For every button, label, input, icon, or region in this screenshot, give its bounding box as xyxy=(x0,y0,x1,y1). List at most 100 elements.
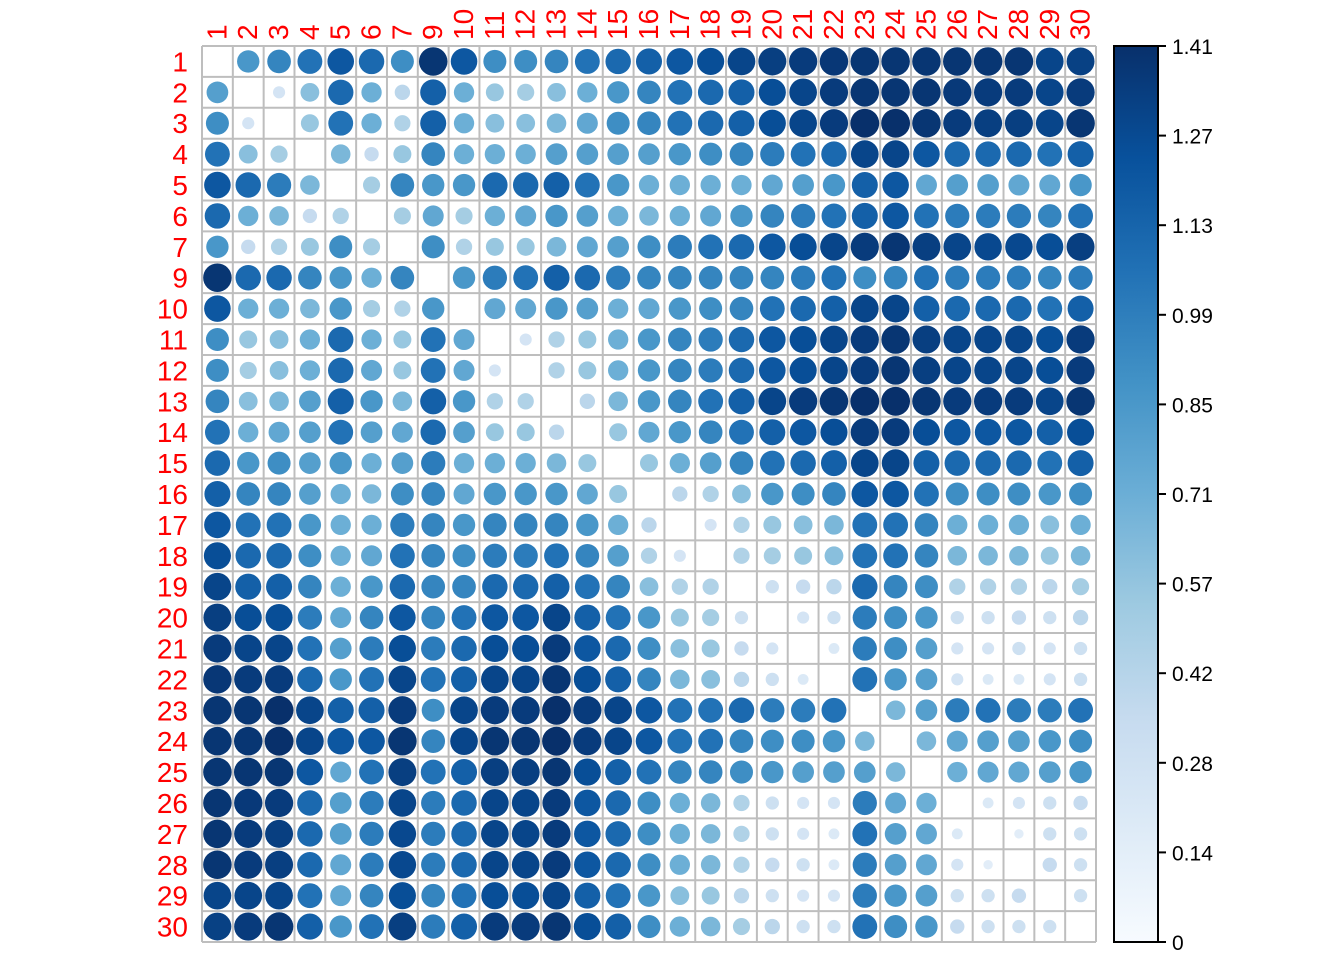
cell-circle-4-9 xyxy=(421,142,446,166)
cell-circle-14-21 xyxy=(789,418,817,446)
cell-circle-28-7 xyxy=(388,851,417,879)
cell-circle-1-30 xyxy=(1066,47,1095,76)
cell-circle-16-30 xyxy=(1069,482,1093,506)
cell-circle-11-29 xyxy=(1036,325,1064,354)
cell-circle-12-24 xyxy=(881,356,910,385)
cell-circle-19-1 xyxy=(203,572,232,601)
cell-circle-20-10 xyxy=(451,605,477,631)
cell-circle-9-5 xyxy=(329,266,352,289)
cell-circle-30-4 xyxy=(296,913,323,940)
cell-circle-26-29 xyxy=(1043,796,1057,810)
cell-circle-14-4 xyxy=(299,421,321,444)
colorbar-tick-label: 0.42 xyxy=(1172,663,1213,686)
cell-circle-2-23 xyxy=(850,78,880,107)
column-label: 12 xyxy=(510,9,541,40)
cell-circle-20-12 xyxy=(512,604,539,631)
cell-circle-23-7 xyxy=(388,696,417,725)
cell-circle-2-7 xyxy=(394,84,411,101)
cell-circle-13-1 xyxy=(205,389,230,414)
cell-circle-20-24 xyxy=(884,606,908,630)
cell-circle-7-12 xyxy=(516,237,535,256)
cell-circle-10-27 xyxy=(975,295,1001,322)
cell-circle-11-10 xyxy=(453,329,475,351)
cell-circle-24-7 xyxy=(388,726,417,756)
cell-circle-5-25 xyxy=(915,174,937,196)
cell-circle-28-11 xyxy=(481,850,509,879)
cell-circle-10-30 xyxy=(1067,295,1094,322)
cell-circle-6-23 xyxy=(851,202,878,229)
cell-circle-12-21 xyxy=(789,356,817,384)
cell-circle-25-5 xyxy=(330,761,352,783)
cell-circle-15-5 xyxy=(329,451,352,475)
cell-circle-11-16 xyxy=(637,328,661,351)
cell-circle-4-30 xyxy=(1067,141,1094,168)
cell-circle-28-22 xyxy=(828,859,840,871)
cell-circle-23-27 xyxy=(975,697,1001,723)
cell-circle-29-10 xyxy=(451,883,477,909)
cell-circle-17-3 xyxy=(266,512,292,538)
cell-circle-14-18 xyxy=(698,420,723,445)
cell-circle-23-19 xyxy=(728,697,755,724)
cell-circle-17-1 xyxy=(204,511,231,539)
cell-circle-6-22 xyxy=(821,203,847,229)
cell-circle-11-27 xyxy=(974,325,1002,354)
cell-circle-9-12 xyxy=(513,265,539,291)
cell-circle-21-17 xyxy=(670,639,690,658)
cell-circle-9-3 xyxy=(266,264,292,291)
colorbar-tick-label: 0.28 xyxy=(1172,753,1213,776)
column-label: 11 xyxy=(479,11,510,40)
cell-circle-14-16 xyxy=(638,421,660,443)
cell-circle-10-28 xyxy=(1006,295,1032,322)
cell-circle-22-20 xyxy=(765,672,779,687)
cell-circle-11-12 xyxy=(519,333,532,346)
column-label: 13 xyxy=(541,9,572,40)
cell-circle-23-1 xyxy=(203,696,232,725)
cell-circle-16-22 xyxy=(822,482,846,506)
cell-circle-19-28 xyxy=(1010,578,1028,595)
cell-circle-17-10 xyxy=(452,513,476,537)
cell-circle-4-25 xyxy=(913,140,940,168)
row-label: 20 xyxy=(157,603,188,634)
cell-circle-12-30 xyxy=(1066,356,1095,385)
cell-circle-22-15 xyxy=(605,666,632,693)
cell-circle-18-4 xyxy=(298,544,322,568)
cell-circle-22-5 xyxy=(329,668,352,691)
row-label: 19 xyxy=(157,572,188,603)
cell-circle-10-24 xyxy=(881,294,910,323)
cell-circle-22-7 xyxy=(388,665,417,694)
cell-circle-20-9 xyxy=(421,605,446,630)
cell-circle-13-5 xyxy=(327,388,354,415)
cell-circle-1-21 xyxy=(789,47,818,76)
cell-circle-19-30 xyxy=(1072,578,1090,596)
cell-circle-4-24 xyxy=(881,140,910,168)
cell-circle-10-18 xyxy=(699,297,723,321)
cell-circle-19-27 xyxy=(979,578,997,595)
cell-circle-2-19 xyxy=(728,79,755,106)
cell-circle-30-17 xyxy=(669,916,690,937)
cell-circle-30-14 xyxy=(573,912,601,941)
cell-circle-30-29 xyxy=(1043,919,1057,934)
cell-circle-6-19 xyxy=(730,204,753,228)
cell-circle-5-10 xyxy=(452,173,476,197)
cell-circle-11-23 xyxy=(850,325,879,354)
cell-circle-3-1 xyxy=(205,111,229,135)
cell-circle-28-20 xyxy=(765,857,780,872)
cell-circle-9-10 xyxy=(452,266,476,289)
cell-circle-26-20 xyxy=(765,796,779,810)
cell-circle-9-20 xyxy=(760,265,785,290)
cell-circle-20-4 xyxy=(297,605,323,630)
cell-circle-19-23 xyxy=(852,573,878,600)
cell-circle-14-9 xyxy=(420,419,446,445)
cell-circle-14-27 xyxy=(974,418,1002,446)
cell-circle-5-20 xyxy=(761,174,783,196)
cell-circle-26-4 xyxy=(297,790,323,816)
cell-circle-26-30 xyxy=(1073,795,1088,811)
cell-circle-9-18 xyxy=(698,265,723,290)
cell-circle-14-15 xyxy=(609,423,628,442)
row-label: 12 xyxy=(157,355,188,386)
cell-circle-19-3 xyxy=(266,573,293,600)
cell-circle-27-6 xyxy=(359,821,384,847)
cell-circle-23-2 xyxy=(233,696,263,725)
column-label: 10 xyxy=(448,9,479,40)
cell-circle-24-25 xyxy=(916,731,937,751)
